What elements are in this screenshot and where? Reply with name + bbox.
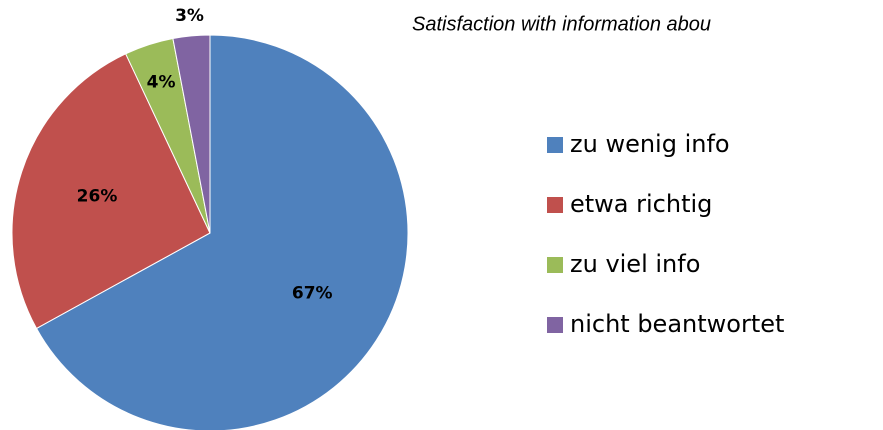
data-label: 3%: [175, 6, 204, 26]
pie-slice: [172, 34, 211, 234]
legend-label: zu viel info: [570, 250, 700, 278]
data-label: 4%: [147, 72, 176, 92]
pie-slice: [11, 53, 211, 330]
data-label: 26%: [77, 186, 118, 206]
legend-swatch: [547, 197, 563, 213]
legend-swatch: [547, 257, 563, 273]
legend-swatch: [547, 317, 563, 333]
legend-label: nicht beantwortet: [570, 310, 784, 338]
data-label: 67%: [292, 283, 333, 303]
pie-slice: [35, 34, 409, 430]
chart-title: Satisfaction with information abou: [412, 13, 711, 35]
legend-label: etwa richtig: [570, 190, 712, 218]
legend-swatch: [547, 137, 563, 153]
legend-label: zu wenig info: [570, 130, 730, 158]
